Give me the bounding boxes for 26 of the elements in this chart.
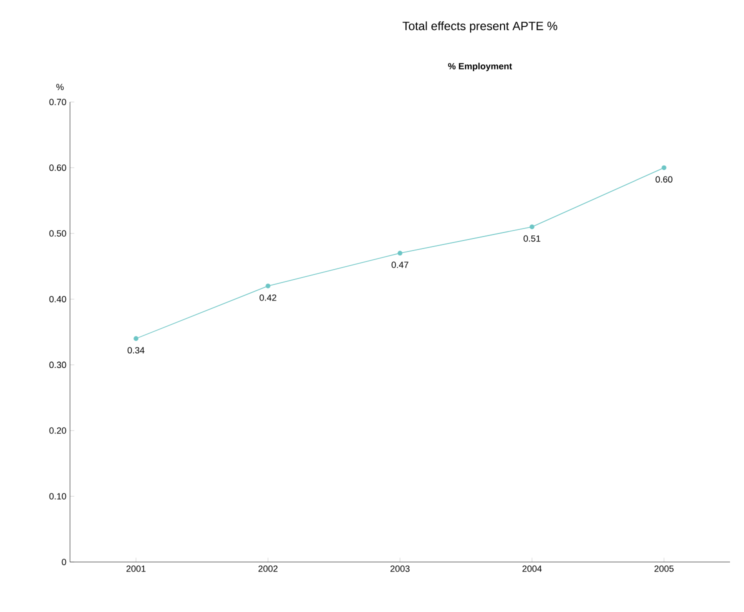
y-tick-label: 0.10	[49, 493, 66, 500]
x-tick-label: 2004	[522, 566, 542, 572]
data-label: 0.51	[524, 235, 540, 242]
chart-title: Total effects present APTE %	[402, 21, 558, 33]
x-tick-label: 2001	[126, 566, 146, 572]
point	[134, 336, 138, 341]
y-tick-label: 0.60	[49, 164, 66, 171]
y-axis-title: %	[56, 84, 64, 90]
y-tick-label: 0.70	[49, 98, 66, 106]
point	[266, 284, 270, 288]
y-tick-label: 0.30	[49, 362, 66, 368]
chart-subtitle: % Employment	[448, 62, 512, 72]
data-label: 0.34	[128, 347, 144, 354]
x-tick-label: 2002	[258, 566, 278, 572]
y-tick-label: 0	[62, 558, 66, 566]
data-label: 0.47	[392, 262, 408, 268]
y-tick-label: 0.40	[49, 296, 66, 302]
x-tick-label: 2003	[390, 566, 410, 572]
data-label: 0.42	[260, 294, 276, 301]
point	[662, 165, 666, 170]
data-label: 0.60	[656, 176, 672, 183]
x-tick-label: 2005	[654, 566, 674, 572]
point	[398, 250, 402, 256]
y-tick-label: 0.50	[49, 230, 66, 237]
y-tick-label: 0.20	[49, 427, 66, 434]
point	[530, 224, 534, 230]
